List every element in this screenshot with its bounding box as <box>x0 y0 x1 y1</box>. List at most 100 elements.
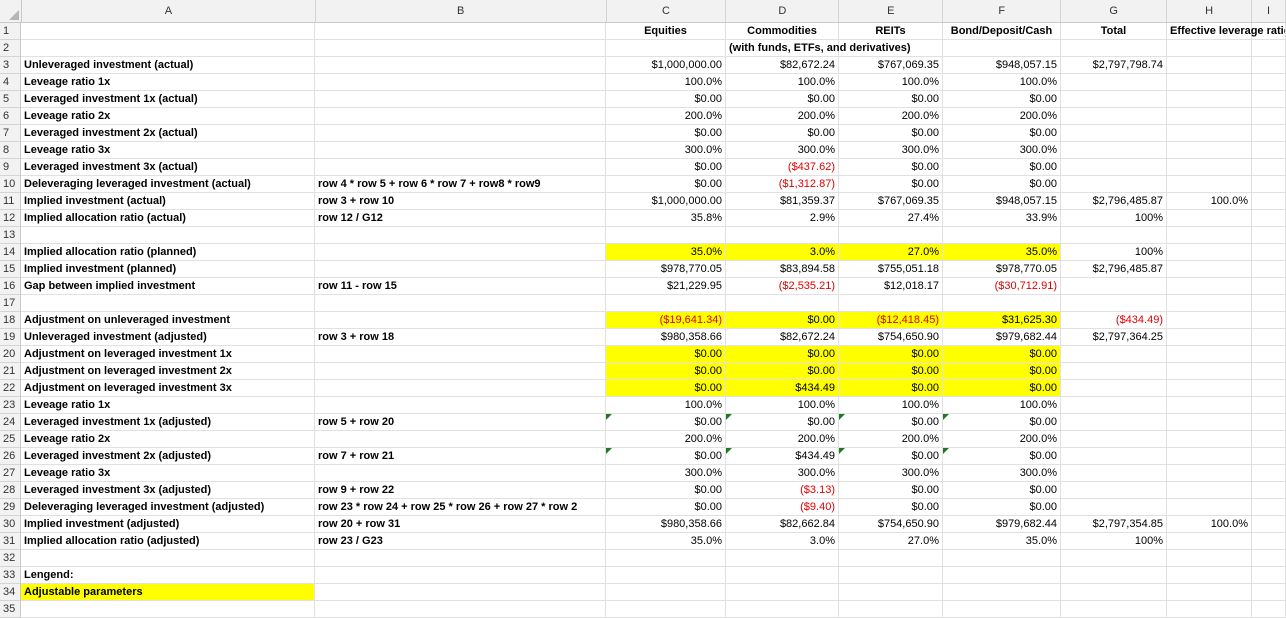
row-header[interactable]: 18 <box>0 312 21 329</box>
cell-b10[interactable]: row 4 * row 5 + row 6 * row 7 + row8 * r… <box>315 176 606 193</box>
cell-f30[interactable]: $979,682.44 <box>943 516 1061 533</box>
cell-g15[interactable]: $2,796,485.87 <box>1061 261 1167 278</box>
cell-h12[interactable] <box>1167 210 1252 227</box>
column-header-c[interactable]: C <box>607 0 727 22</box>
cell-f26[interactable]: $0.00 <box>943 448 1061 465</box>
cell-b20[interactable] <box>315 346 606 363</box>
row-header[interactable]: 21 <box>0 363 21 380</box>
cell-d29[interactable]: ($9.40) <box>726 499 839 516</box>
cell-c3[interactable]: $1,000,000.00 <box>606 57 726 74</box>
row-header[interactable]: 7 <box>0 125 21 142</box>
row-header[interactable]: 34 <box>0 584 21 601</box>
cell-c15[interactable]: $978,770.05 <box>606 261 726 278</box>
row-header[interactable]: 11 <box>0 193 21 210</box>
cell-h5[interactable] <box>1167 91 1252 108</box>
cell-i26[interactable] <box>1252 448 1286 465</box>
cell-e9[interactable]: $0.00 <box>839 159 943 176</box>
cell-i12[interactable] <box>1252 210 1286 227</box>
cell-b6[interactable] <box>315 108 606 125</box>
cell-f8[interactable]: 300.0% <box>943 142 1061 159</box>
cell-d30[interactable]: $82,662.84 <box>726 516 839 533</box>
cell-h19[interactable] <box>1167 329 1252 346</box>
cell-c30[interactable]: $980,358.66 <box>606 516 726 533</box>
cell-f23[interactable]: 100.0% <box>943 397 1061 414</box>
cell-a4[interactable]: Leveage ratio 1x <box>21 74 315 91</box>
cell-c27[interactable]: 300.0% <box>606 465 726 482</box>
cell-h8[interactable] <box>1167 142 1252 159</box>
cell-b34[interactable] <box>315 584 606 601</box>
cell-g18[interactable]: ($434.49) <box>1061 312 1167 329</box>
row-header[interactable]: 8 <box>0 142 21 159</box>
cell-b24[interactable]: row 5 + row 20 <box>315 414 606 431</box>
cell-e22[interactable]: $0.00 <box>839 380 943 397</box>
cell-e32[interactable] <box>839 550 943 567</box>
cell-c20[interactable]: $0.00 <box>606 346 726 363</box>
cell-i28[interactable] <box>1252 482 1286 499</box>
cell-e15[interactable]: $755,051.18 <box>839 261 943 278</box>
cell-i6[interactable] <box>1252 108 1286 125</box>
cell-e6[interactable]: 200.0% <box>839 108 943 125</box>
cell-i23[interactable] <box>1252 397 1286 414</box>
cell-e12[interactable]: 27.4% <box>839 210 943 227</box>
cell-f33[interactable] <box>943 567 1061 584</box>
cell-h33[interactable] <box>1167 567 1252 584</box>
cell-i7[interactable] <box>1252 125 1286 142</box>
cell-g16[interactable] <box>1061 278 1167 295</box>
cell-e19[interactable]: $754,650.90 <box>839 329 943 346</box>
cell-e33[interactable] <box>839 567 943 584</box>
cell-c17[interactable] <box>606 295 726 312</box>
cell-g13[interactable] <box>1061 227 1167 244</box>
cell-h2[interactable] <box>1167 40 1252 57</box>
column-header-f[interactable]: F <box>943 0 1062 22</box>
cell-f16[interactable]: ($30,712.91) <box>943 278 1061 295</box>
cell-a35[interactable] <box>21 601 315 618</box>
cell-g7[interactable] <box>1061 125 1167 142</box>
cell-i2[interactable] <box>1252 40 1286 57</box>
cell-a19[interactable]: Unleveraged investment (adjusted) <box>21 329 315 346</box>
cell-d3[interactable]: $82,672.24 <box>726 57 839 74</box>
row-header[interactable]: 4 <box>0 74 21 91</box>
cell-c29[interactable]: $0.00 <box>606 499 726 516</box>
cell-a8[interactable]: Leveage ratio 3x <box>21 142 315 159</box>
cell-f22[interactable]: $0.00 <box>943 380 1061 397</box>
row-header[interactable]: 5 <box>0 91 21 108</box>
cell-i27[interactable] <box>1252 465 1286 482</box>
cell-b28[interactable]: row 9 + row 22 <box>315 482 606 499</box>
cell-h1[interactable]: Effective leverage ratio <box>1167 23 1286 40</box>
cell-e31[interactable]: 27.0% <box>839 533 943 550</box>
cell-f2[interactable] <box>943 40 1061 57</box>
cell-e4[interactable]: 100.0% <box>839 74 943 91</box>
cell-a23[interactable]: Leveage ratio 1x <box>21 397 315 414</box>
cell-g24[interactable] <box>1061 414 1167 431</box>
cell-i21[interactable] <box>1252 363 1286 380</box>
cell-c33[interactable] <box>606 567 726 584</box>
cell-a32[interactable] <box>21 550 315 567</box>
cell-g11[interactable]: $2,796,485.87 <box>1061 193 1167 210</box>
cell-e27[interactable]: 300.0% <box>839 465 943 482</box>
row-header[interactable]: 29 <box>0 499 21 516</box>
cell-i19[interactable] <box>1252 329 1286 346</box>
cell-c9[interactable]: $0.00 <box>606 159 726 176</box>
cell-a17[interactable] <box>21 295 315 312</box>
cell-a14[interactable]: Implied allocation ratio (planned) <box>21 244 315 261</box>
row-header[interactable]: 31 <box>0 533 21 550</box>
cell-b33[interactable] <box>315 567 606 584</box>
cell-a31[interactable]: Implied allocation ratio (adjusted) <box>21 533 315 550</box>
cell-b8[interactable] <box>315 142 606 159</box>
cell-i16[interactable] <box>1252 278 1286 295</box>
cell-d27[interactable]: 300.0% <box>726 465 839 482</box>
cell-a18[interactable]: Adjustment on unleveraged investment <box>21 312 315 329</box>
cell-b32[interactable] <box>315 550 606 567</box>
column-header-h[interactable]: H <box>1167 0 1253 22</box>
row-header[interactable]: 14 <box>0 244 21 261</box>
row-header[interactable]: 24 <box>0 414 21 431</box>
cell-e13[interactable] <box>839 227 943 244</box>
cell-i20[interactable] <box>1252 346 1286 363</box>
cell-d22[interactable]: $434.49 <box>726 380 839 397</box>
cell-e26[interactable]: $0.00 <box>839 448 943 465</box>
cell-c26[interactable]: $0.00 <box>606 448 726 465</box>
cell-h35[interactable] <box>1167 601 1252 618</box>
cell-f25[interactable]: 200.0% <box>943 431 1061 448</box>
cell-i10[interactable] <box>1252 176 1286 193</box>
cell-h11[interactable]: 100.0% <box>1167 193 1252 210</box>
